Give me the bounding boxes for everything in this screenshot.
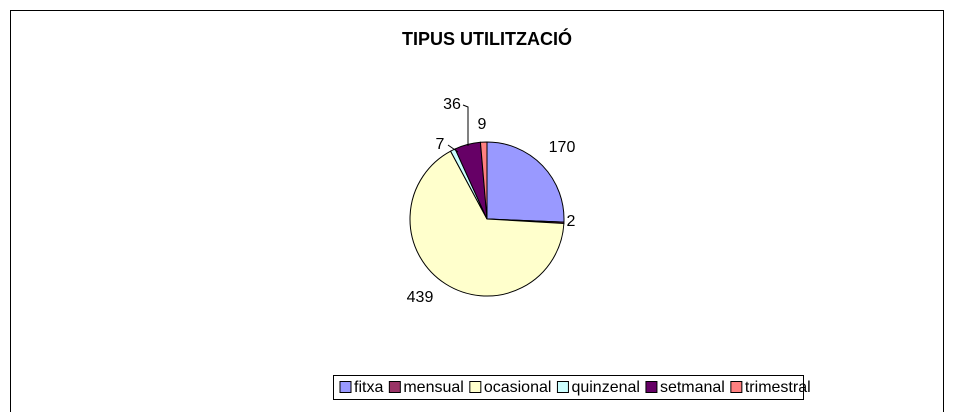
leader-line: [447, 144, 459, 153]
pie-slice: [479, 141, 488, 220]
legend-label: fitxa: [354, 379, 383, 396]
legend-swatch: [645, 381, 658, 393]
legend-label: quinzenal: [571, 379, 640, 396]
leader-line: [462, 104, 469, 146]
data-label: 36: [443, 96, 461, 113]
data-label: 7: [436, 136, 445, 153]
data-label: 439: [407, 289, 434, 306]
legend-swatch: [730, 381, 743, 393]
legend-label: ocasional: [484, 379, 552, 396]
legend-swatch: [388, 381, 401, 393]
data-label: 2: [567, 213, 576, 230]
data-label: 170: [549, 139, 576, 156]
legend-label: trimestral: [745, 379, 811, 396]
legend-swatch: [339, 381, 352, 393]
legend-swatch: [556, 381, 569, 393]
chart-title: TIPUS UTILITZACIÓ: [402, 28, 572, 49]
legend-label: setmanal: [660, 379, 725, 396]
pie-slice: [409, 150, 565, 297]
pie-slice: [486, 141, 565, 223]
legend-swatch: [469, 381, 482, 393]
data-label: 9: [478, 116, 487, 133]
legend-label: mensual: [403, 379, 463, 396]
